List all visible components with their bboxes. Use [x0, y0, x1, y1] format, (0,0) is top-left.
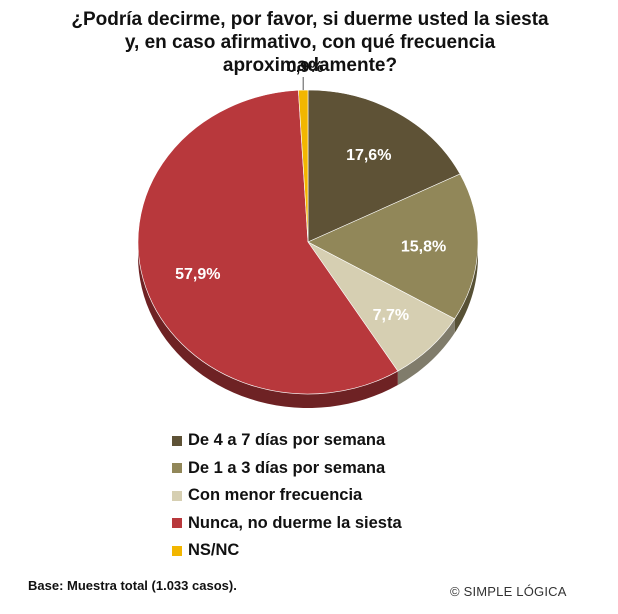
- legend-label: Nunca, no duerme la siesta: [188, 513, 402, 532]
- legend-swatch: [172, 518, 182, 529]
- pie-slice-side-2: [454, 242, 478, 333]
- pie-slice-1: [307, 89, 461, 243]
- legend-item-4: Nunca, no duerme la siesta: [172, 510, 402, 538]
- legend-swatch: [172, 435, 182, 446]
- legend-label: De 4 a 7 días por semana: [188, 431, 386, 450]
- legend-label: Con menor frecuencia: [188, 486, 363, 505]
- base-note: Base: Muestra total (1.033 casos).: [28, 578, 237, 593]
- pie-slice-side-3: [397, 318, 455, 386]
- pie-slice-side-4: [138, 242, 398, 408]
- pie-slice-label-5: 0,9%: [287, 59, 323, 76]
- pie-slice-4: [137, 89, 399, 395]
- legend-label: De 1 a 3 días por semana: [188, 458, 386, 477]
- legend-item-2: De 1 a 3 días por semana: [172, 455, 402, 483]
- title-line-3: aproximadamente?: [222, 55, 398, 76]
- title-line-2: y, en caso afirmativo, con qué frecuenci…: [124, 32, 496, 53]
- legend-swatch: [172, 463, 182, 474]
- credit-logo: © SIMPLE LÓGICA: [450, 584, 567, 599]
- legend-item-3: Con menor frecuencia: [172, 482, 402, 510]
- pie-slice-2: [307, 173, 479, 320]
- legend-item-5: NS/NC: [172, 537, 402, 565]
- legend-swatch: [172, 490, 182, 501]
- pie-slice-label-4: 57,9%: [175, 266, 220, 283]
- legend-item-1: De 4 a 7 días por semana: [172, 427, 402, 455]
- pie-slice-label-1: 17,6%: [346, 147, 391, 164]
- pie-slice-label-3: 7,7%: [373, 307, 409, 324]
- legend: De 4 a 7 días por semana De 1 a 3 días po…: [172, 427, 402, 565]
- legend-swatch: [172, 545, 182, 556]
- pie-slice-label-2: 15,8%: [401, 238, 446, 255]
- legend-label: NS/NC: [188, 541, 240, 560]
- chart-title: ¿Podría decirme, por favor, si duerme us…: [20, 8, 600, 77]
- title-line-1: ¿Podría decirme, por favor, si duerme us…: [71, 9, 549, 30]
